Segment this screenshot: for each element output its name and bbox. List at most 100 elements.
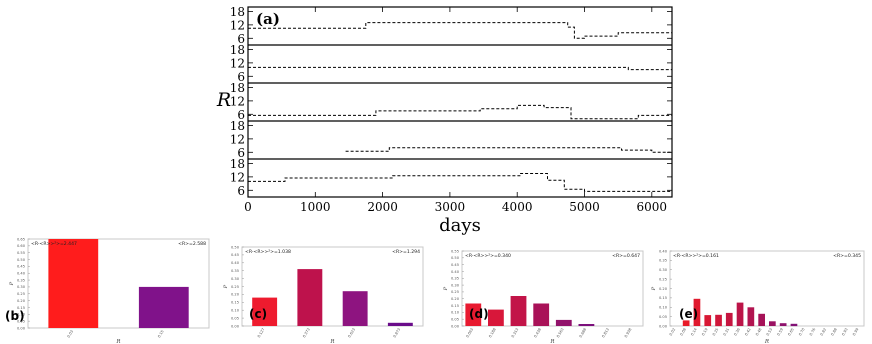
panel-a-label: (a) <box>256 10 280 28</box>
y-tick-label: 0.15 <box>451 304 459 308</box>
y-tick-label: 6 <box>237 184 245 198</box>
bar <box>769 321 776 326</box>
panel-e: 0.40 0.35 0.30 0.25 0.20 0.15 0.10 0.05 0.000.02… <box>651 249 865 344</box>
y-tick-label: 0.05 <box>659 315 667 319</box>
y-tick-label: 0.10 <box>659 306 668 310</box>
panel-a-y-label: R <box>216 89 231 111</box>
y-tick-label: 0.25 <box>659 277 667 281</box>
y-tick-label: 0.45 <box>451 263 459 267</box>
x-tick-label: 0.873 <box>393 328 402 339</box>
x-tick-label: 6000 <box>637 200 668 214</box>
x-tick-label: 0.65 <box>787 328 794 337</box>
y-tick-label: 0.40 <box>659 249 668 253</box>
y-tick-label: 18 <box>230 157 245 171</box>
y-tick-label: 0.50 <box>17 258 26 262</box>
y-tick-label: 0.55 <box>17 251 25 255</box>
bar <box>725 312 733 326</box>
x-tick-label: 0.623 <box>347 328 356 339</box>
x-tick-label: 0.813 <box>601 328 610 339</box>
y-tick-label: 0.15 <box>231 301 239 305</box>
y-tick-label: 12 <box>230 18 245 32</box>
x-axis-label: R <box>329 339 334 344</box>
y-tick-label: 0.40 <box>231 261 240 265</box>
x-tick-label: 4000 <box>502 200 533 214</box>
y-tick-label: 12 <box>230 132 245 146</box>
x-tick-label: 0.688 <box>579 327 588 339</box>
y-axis-label: P <box>223 284 229 289</box>
y-tick-label: 0.00 <box>451 324 460 328</box>
x-tick-label: 0 <box>244 200 252 214</box>
bar <box>510 296 527 326</box>
y-tick-label: 18 <box>230 119 245 133</box>
mean-annotation: <R>=1.294 <box>392 249 420 255</box>
variance-annotation: <R-<R>>²>=2.447 <box>31 241 77 247</box>
x-tick-label: 0.19 <box>701 327 709 337</box>
y-tick-label: 0.40 <box>17 272 26 276</box>
y-axis-label: P <box>443 286 449 291</box>
y-tick-label: 12 <box>230 170 245 184</box>
bar <box>779 323 787 326</box>
y-tick-label: 0.35 <box>451 277 459 281</box>
bar <box>704 315 712 326</box>
panel-a-x-ticks: 0 1000 2000 3000 4000 5000 6000 <box>244 7 667 214</box>
step-line <box>248 104 672 120</box>
bar <box>342 291 368 326</box>
x-tick-label: 0.313 <box>511 328 520 339</box>
x-tick-label: 0.188 <box>488 327 497 339</box>
x-tick-label: 0.03 <box>67 330 74 339</box>
bar <box>693 298 701 326</box>
y-axis-label: P <box>9 281 15 286</box>
x-tick-label: 0.99 <box>852 327 860 337</box>
bar <box>790 323 798 327</box>
y-tick-label: 6 <box>237 146 245 160</box>
y-tick-label: 12 <box>230 94 245 108</box>
x-tick-label: 0.70 <box>798 327 806 337</box>
bar <box>715 314 722 327</box>
x-tick-label: 0.063 <box>466 328 475 339</box>
y-tick-label: 0.20 <box>17 299 26 303</box>
x-tick-label: 0.59 <box>777 327 785 337</box>
x-tick-label: 0.08 <box>680 327 688 337</box>
x-tick-label: 0.563 <box>556 328 565 339</box>
bar <box>48 239 99 328</box>
y-tick-label: 0.60 <box>17 244 26 248</box>
bar <box>138 286 189 328</box>
step-line <box>248 66 672 71</box>
x-tick-label: 3000 <box>435 200 466 214</box>
panel-a-frame <box>247 6 673 198</box>
x-tick-label: 0.48 <box>755 327 763 337</box>
y-tick-label: 0.65 <box>17 237 25 241</box>
y-tick-label: 0.45 <box>17 265 25 269</box>
panel-label: (d) <box>469 307 489 321</box>
y-tick-label: 18 <box>230 81 245 95</box>
y-tick-label: 18 <box>230 5 245 19</box>
y-tick-label: 0.05 <box>231 316 239 320</box>
bar <box>297 269 323 326</box>
x-tick-label: 5000 <box>569 200 600 214</box>
step-line <box>248 22 672 39</box>
mean-annotation: <R>=0.345 <box>833 253 861 259</box>
y-tick-label: 0.10 <box>231 309 240 313</box>
y-tick-label: 0.35 <box>17 278 25 282</box>
y-tick-label: 0.55 <box>451 249 459 253</box>
histogram-frame <box>27 238 210 329</box>
y-tick-label: 0.50 <box>231 245 240 249</box>
x-tick-label: 0.82 <box>820 328 827 337</box>
variance-annotation: <R-<R>>²>=0.161 <box>673 253 719 259</box>
y-tick-label: 0.20 <box>451 297 460 301</box>
mean-annotation: <R>=2.588 <box>178 241 206 247</box>
x-tick-label: 0.93 <box>841 328 848 337</box>
y-tick-label: 0.30 <box>451 283 460 287</box>
panel-d: 0.55 0.50 0.45 0.40 0.35 0.30 0.25 0.20 0.15 0.10… <box>443 249 644 344</box>
x-tick-label: 0.15 <box>157 330 164 339</box>
bar <box>252 297 278 326</box>
x-tick-label: 0.25 <box>712 328 719 337</box>
y-tick-label: 0.25 <box>231 285 239 289</box>
bar <box>747 307 755 327</box>
y-tick-label: 18 <box>230 43 245 57</box>
